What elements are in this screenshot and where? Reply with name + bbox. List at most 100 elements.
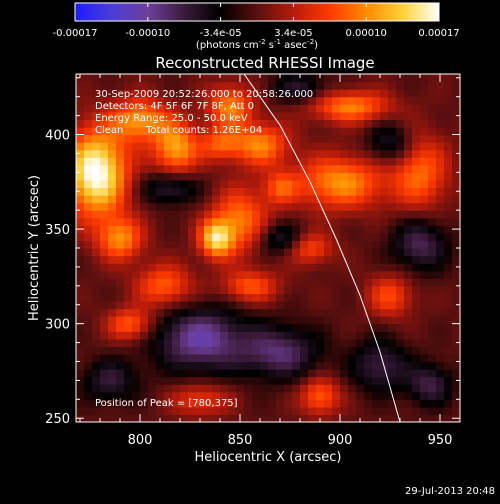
heatmap-cell <box>388 179 397 189</box>
heatmap-cell <box>404 210 413 219</box>
heatmap-cell <box>116 316 125 325</box>
heatmap-cell <box>364 89 373 98</box>
heatmap-cell <box>452 210 460 219</box>
heatmap-cell <box>356 164 365 173</box>
heatmap-cell <box>220 376 229 385</box>
heatmap-cell <box>308 399 317 408</box>
heatmap-cell <box>404 263 413 272</box>
heatmap-cell <box>292 346 301 355</box>
heatmap-cell <box>132 232 141 242</box>
heatmap-cell <box>148 164 157 173</box>
heatmap-cell <box>220 414 229 422</box>
heatmap-cell <box>196 164 205 173</box>
heatmap-cell <box>172 323 181 332</box>
heatmap-cell <box>252 179 261 189</box>
heatmap-cell <box>148 210 157 219</box>
heatmap-cell <box>372 81 381 90</box>
heatmap-cell <box>156 225 165 234</box>
heatmap-cell <box>244 263 253 272</box>
heatmap-cell <box>100 172 109 181</box>
heatmap-cell <box>348 104 357 113</box>
heatmap-cell <box>228 134 237 143</box>
heatmap-cell <box>340 270 349 279</box>
heatmap-cell <box>308 263 317 272</box>
heatmap-cell <box>172 74 181 83</box>
heatmap-cell <box>156 300 165 310</box>
heatmap-cell <box>364 172 373 181</box>
heatmap-cell <box>180 353 189 363</box>
heatmap-cell <box>124 89 133 98</box>
heatmap-cell <box>292 157 301 166</box>
heatmap-cell <box>212 384 221 393</box>
heatmap-cell <box>324 104 333 113</box>
heatmap-cell <box>228 369 237 378</box>
heatmap-cell <box>404 293 413 302</box>
heatmap-cell <box>396 399 405 408</box>
heatmap-cell <box>204 331 213 340</box>
heatmap-cell <box>300 369 309 378</box>
heatmap-cell <box>172 134 181 143</box>
heatmap-cell <box>348 369 357 378</box>
heatmap-cell <box>132 338 141 347</box>
heatmap-cell <box>268 81 277 90</box>
heatmap-cell <box>188 164 197 173</box>
heatmap-cell <box>252 316 261 325</box>
heatmap-cell <box>92 278 101 287</box>
heatmap-cell <box>436 316 445 325</box>
heatmap-cell <box>452 195 460 204</box>
heatmap-cell <box>196 338 205 347</box>
heatmap-cell <box>196 81 205 90</box>
heatmap-cell <box>212 111 221 120</box>
heatmap-cell <box>388 149 397 158</box>
heatmap-cell <box>252 225 261 234</box>
heatmap-cell <box>340 225 349 234</box>
heatmap-cell <box>100 232 109 242</box>
heatmap-cell <box>308 331 317 340</box>
heatmap-cell <box>84 96 93 105</box>
heatmap-cell <box>260 293 269 302</box>
heatmap-cell <box>348 89 357 98</box>
heatmap-cell <box>148 346 157 355</box>
heatmap-cell <box>260 149 269 158</box>
heatmap-cell <box>308 308 317 317</box>
heatmap-cell <box>76 285 85 294</box>
heatmap-cell <box>188 300 197 310</box>
heatmap-cell <box>92 111 101 120</box>
heatmap-cell <box>108 157 117 166</box>
heatmap-cell <box>388 142 397 151</box>
heatmap-cell <box>452 323 460 332</box>
heatmap-cell <box>276 74 285 83</box>
heatmap-cell <box>436 391 445 400</box>
heatmap-cell <box>244 134 253 143</box>
heatmap-cell <box>380 195 389 204</box>
heatmap-cell <box>276 376 285 385</box>
heatmap-cell <box>212 406 221 416</box>
heatmap-cell <box>396 293 405 302</box>
heatmap-cell <box>372 331 381 340</box>
heatmap-cell <box>420 331 429 340</box>
heatmap-cell <box>116 142 125 151</box>
heatmap-cell <box>300 89 309 98</box>
heatmap-cell <box>396 338 405 347</box>
heatmap-cell <box>404 119 413 128</box>
heatmap-cell <box>388 263 397 272</box>
heatmap-cell <box>100 119 109 128</box>
heatmap-cell <box>340 285 349 294</box>
heatmap-cell <box>124 187 133 196</box>
heatmap-cell <box>124 255 133 264</box>
heatmap-cell <box>348 164 357 173</box>
heatmap-cell <box>372 210 381 219</box>
heatmap-cell <box>108 308 117 317</box>
heatmap-cell <box>140 323 149 332</box>
heatmap-cell <box>420 210 429 219</box>
heatmap-cell <box>276 119 285 128</box>
heatmap-cell <box>372 293 381 302</box>
heatmap-cell <box>420 126 429 136</box>
heatmap-cell <box>356 202 365 211</box>
heatmap-cell <box>348 361 357 370</box>
heatmap-cell <box>164 391 173 400</box>
heatmap-cell <box>380 217 389 226</box>
heatmap-cell <box>204 353 213 363</box>
heatmap-cell <box>252 89 261 98</box>
heatmap-cell <box>100 376 109 385</box>
